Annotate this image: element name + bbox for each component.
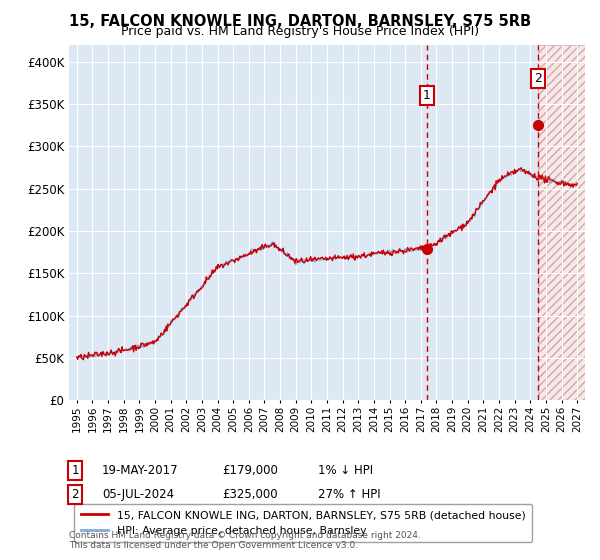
Text: 2: 2 <box>535 72 542 85</box>
Text: 1% ↓ HPI: 1% ↓ HPI <box>318 464 373 477</box>
Text: 27% ↑ HPI: 27% ↑ HPI <box>318 488 380 501</box>
Text: £325,000: £325,000 <box>222 488 278 501</box>
Text: £179,000: £179,000 <box>222 464 278 477</box>
Text: 2: 2 <box>71 488 79 501</box>
Text: Contains HM Land Registry data © Crown copyright and database right 2024.
This d: Contains HM Land Registry data © Crown c… <box>69 530 421 550</box>
Text: 15, FALCON KNOWLE ING, DARTON, BARNSLEY, S75 5RB: 15, FALCON KNOWLE ING, DARTON, BARNSLEY,… <box>69 14 531 29</box>
Text: 1: 1 <box>71 464 79 477</box>
Bar <box>538 45 585 400</box>
Text: 19-MAY-2017: 19-MAY-2017 <box>102 464 179 477</box>
Text: 1: 1 <box>423 89 431 102</box>
Bar <box>538 45 585 400</box>
Text: Price paid vs. HM Land Registry's House Price Index (HPI): Price paid vs. HM Land Registry's House … <box>121 25 479 38</box>
Text: 05-JUL-2024: 05-JUL-2024 <box>102 488 174 501</box>
Legend: 15, FALCON KNOWLE ING, DARTON, BARNSLEY, S75 5RB (detached house), HPI: Average : 15, FALCON KNOWLE ING, DARTON, BARNSLEY,… <box>74 503 532 542</box>
